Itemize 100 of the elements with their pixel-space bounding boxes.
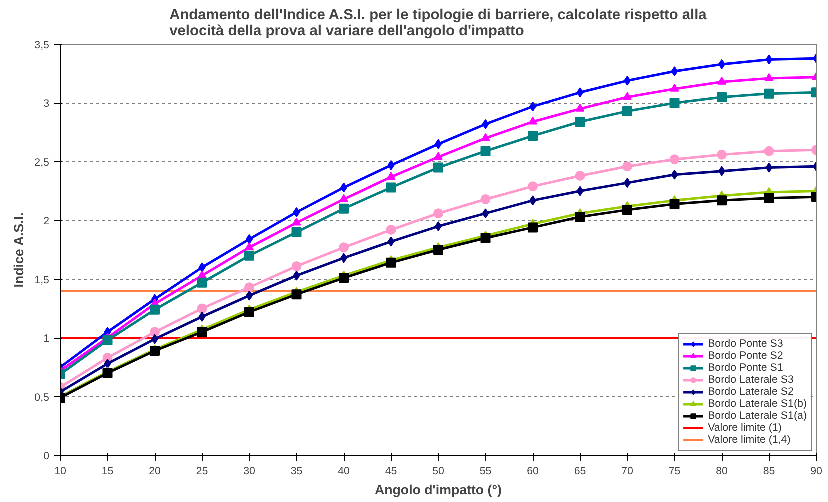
point <box>480 194 491 204</box>
x-tick-label: 85 <box>763 466 776 478</box>
x-axis-title: Angolo d'impatto (°) <box>375 482 502 498</box>
point <box>622 106 632 116</box>
y-tick-label: 3 <box>44 98 50 110</box>
point <box>482 119 490 130</box>
y-tick-label: 2 <box>44 216 50 228</box>
point <box>102 335 113 346</box>
point <box>197 327 208 338</box>
point <box>671 170 678 180</box>
x-tick-label: 70 <box>622 466 634 478</box>
point <box>340 194 348 202</box>
point <box>528 116 538 125</box>
x-tick-label: 30 <box>244 466 256 478</box>
point <box>197 278 208 288</box>
point <box>764 73 774 82</box>
x-tick-label: 50 <box>432 466 444 478</box>
y-tick-label: 0 <box>44 450 50 462</box>
point <box>388 160 395 170</box>
legend-label: Bordo Ponte S1 <box>708 362 784 374</box>
point <box>670 199 680 210</box>
y-tick-label: 1 <box>44 333 50 346</box>
point <box>764 88 774 99</box>
legend-label: Bordo Laterale S1(a) <box>708 410 807 422</box>
x-tick-label: 15 <box>102 466 114 478</box>
point <box>575 117 586 128</box>
point <box>339 273 349 284</box>
point <box>670 154 680 165</box>
x-tick-label: 55 <box>480 466 492 478</box>
point <box>244 307 254 318</box>
point <box>386 225 396 236</box>
point <box>244 250 254 261</box>
point <box>622 205 632 216</box>
point <box>150 346 160 356</box>
point <box>292 227 302 238</box>
chart-title: Andamento dell'Indice A.S.I. per le tipologie di barriere, calcolate rispetto alla velocità della prova al variare dell'angolo d'impatto <box>170 8 708 40</box>
point <box>766 162 773 173</box>
legend-label: Valore limite (1,4) <box>708 434 791 446</box>
x-tick-label: 60 <box>527 466 539 478</box>
point <box>622 162 632 172</box>
point <box>434 152 443 160</box>
point <box>670 98 680 108</box>
legend-label: Bordo Ponte S3 <box>708 338 784 350</box>
point <box>764 193 774 204</box>
point <box>292 261 302 272</box>
point <box>480 233 491 244</box>
x-tick-label: 20 <box>149 466 161 478</box>
point <box>197 304 208 314</box>
point <box>717 150 727 160</box>
point <box>244 282 254 293</box>
x-tick-label: 40 <box>338 466 350 478</box>
x-tick-label: 45 <box>385 466 398 478</box>
point <box>480 146 491 156</box>
point <box>575 212 586 222</box>
x-tick-label: 10 <box>54 466 66 478</box>
point <box>670 84 680 92</box>
point <box>293 270 300 281</box>
point <box>388 236 395 247</box>
point <box>623 92 632 100</box>
point <box>717 196 727 206</box>
point <box>198 312 206 322</box>
point <box>150 327 160 338</box>
point <box>386 182 396 193</box>
point <box>671 66 678 77</box>
point <box>434 245 444 255</box>
point <box>245 242 254 250</box>
point <box>528 222 538 233</box>
point <box>198 262 206 273</box>
legend-label: Valore limite (1) <box>708 422 782 434</box>
legend-label: Bordo Ponte S2 <box>708 350 784 362</box>
point <box>434 208 444 219</box>
point <box>764 146 774 156</box>
point <box>386 172 396 180</box>
x-tick-label: 65 <box>574 466 586 478</box>
y-axis-title: Indice A.S.I. <box>12 212 27 288</box>
x-tick-label: 80 <box>716 466 728 478</box>
y-tick-label: 0,5 <box>34 392 50 404</box>
point <box>339 204 349 214</box>
x-tick-label: 90 <box>810 466 822 478</box>
point <box>576 186 584 196</box>
point <box>292 218 302 226</box>
point <box>339 242 349 253</box>
y-tick-label: 2,5 <box>34 156 50 169</box>
point <box>575 171 586 182</box>
legend-label: Bordo Laterale S2 <box>708 386 794 398</box>
point <box>150 304 160 315</box>
point <box>104 358 112 369</box>
y-tick-label: 1,5 <box>34 274 50 286</box>
point <box>102 368 113 378</box>
point <box>292 290 302 300</box>
point <box>718 76 726 85</box>
legend-label: Bordo Laterale S3 <box>708 374 794 386</box>
point <box>766 54 773 65</box>
point <box>386 258 396 268</box>
point <box>481 133 490 142</box>
point <box>528 182 538 192</box>
x-tick-label: 75 <box>668 466 681 478</box>
point <box>482 208 490 219</box>
point <box>717 92 727 102</box>
point <box>528 131 538 142</box>
